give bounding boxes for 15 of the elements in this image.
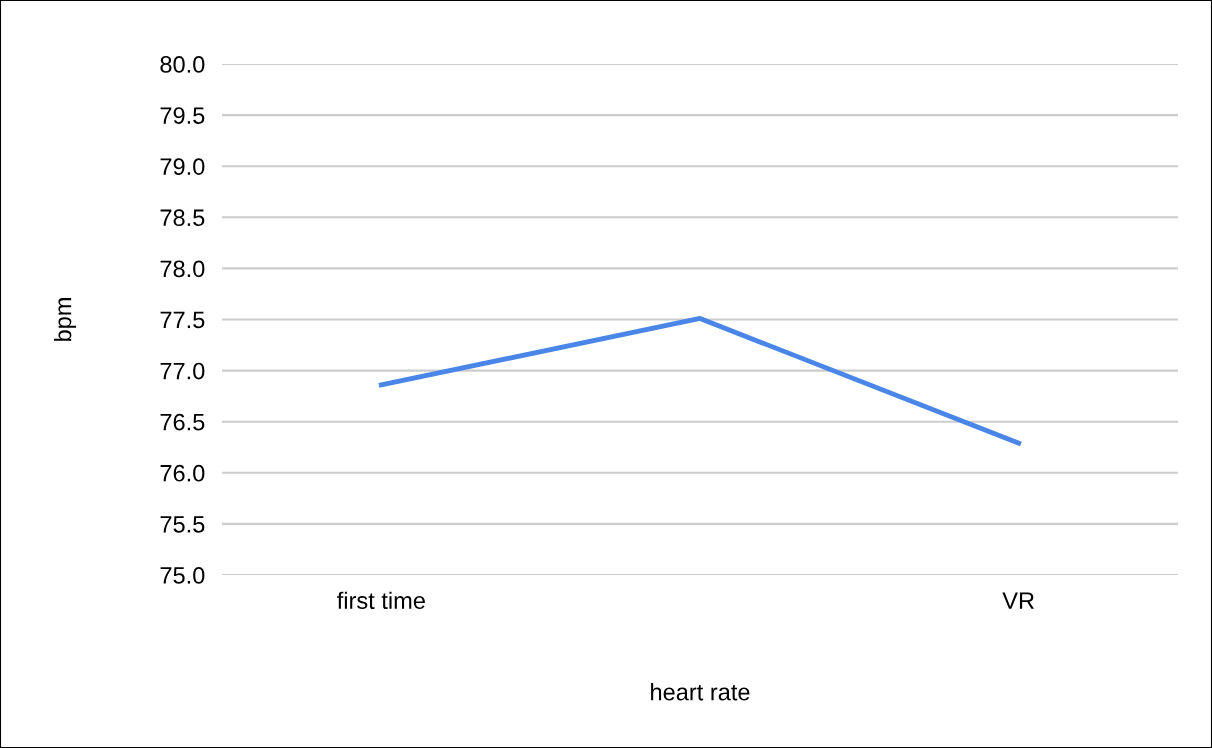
y-tick-label: 75.0 — [160, 567, 205, 584]
x-tick-label: VR — [1002, 592, 1034, 609]
y-axis-title: bpm — [54, 298, 77, 341]
y-tick-label: 76.0 — [160, 464, 205, 482]
x-axis-title: heart rate — [651, 683, 750, 701]
y-tick-label: 75.5 — [160, 516, 205, 533]
y-tick-label: 78.5 — [160, 209, 205, 227]
x-tick-label: first time — [337, 591, 425, 610]
y-tick-label: 78.0 — [160, 260, 205, 278]
y-tick-label: 79.0 — [160, 158, 205, 175]
y-tick-label: 79.5 — [160, 107, 205, 124]
y-tick-label: 77.0 — [160, 362, 205, 380]
y-tick-label: 77.5 — [160, 311, 205, 329]
y-tick-label: 76.5 — [160, 413, 205, 431]
y-tick-label: 80.0 — [160, 56, 205, 73]
